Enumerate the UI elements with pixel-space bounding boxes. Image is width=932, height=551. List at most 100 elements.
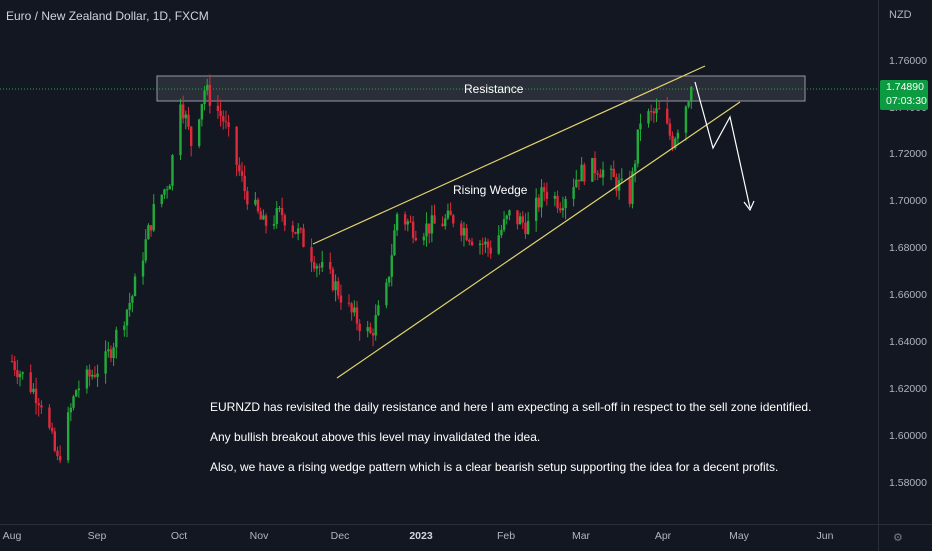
candle-body-69: [264, 215, 268, 226]
candle-body-54: [208, 84, 212, 106]
candle-body-1: [13, 361, 16, 371]
candle-body-40: [160, 194, 163, 205]
candle-body-159: [601, 169, 605, 178]
candle-body-122: [465, 228, 468, 241]
candle-body-158: [599, 174, 602, 178]
candle-body-87: [334, 281, 337, 291]
y-tick: 1.60000: [889, 430, 927, 442]
x-tick: 2023: [409, 530, 433, 542]
candle-body-65: [254, 199, 257, 205]
price-axis[interactable]: [878, 0, 932, 524]
bar-countdown: 07:03:30: [886, 95, 927, 107]
candle-body-106: [406, 221, 410, 225]
candle-body-101: [387, 276, 391, 283]
settings-icon[interactable]: ⚙: [878, 524, 932, 551]
candle-body-55: [216, 105, 220, 111]
candle-body-15: [66, 412, 70, 461]
candle-body-64: [246, 191, 249, 205]
candle-body-24: [96, 373, 99, 377]
x-tick: Jun: [816, 530, 834, 542]
y-tick: 1.72000: [889, 148, 927, 160]
candle-body-72: [278, 208, 281, 210]
candle-body-9: [40, 405, 43, 408]
rising-wedge-label: Rising Wedge: [453, 183, 528, 197]
candle-body-181: [687, 101, 690, 107]
candle-body-76: [294, 232, 297, 234]
candle-body-128: [486, 241, 490, 248]
candle-body-148: [561, 208, 565, 211]
resistance-label: Resistance: [464, 82, 524, 96]
candle-body-88: [337, 281, 340, 296]
candle-body-45: [179, 104, 182, 156]
analysis-note-1: EURNZD has revisited the daily resistanc…: [210, 400, 812, 414]
candle-body-131: [500, 229, 503, 236]
candle-body-120: [460, 223, 463, 236]
candle-body-11: [50, 427, 54, 432]
time-axis[interactable]: [0, 524, 878, 551]
candle-body-144: [545, 191, 549, 199]
candle-body-123: [468, 240, 471, 242]
candle-body-37: [147, 225, 150, 240]
candle-body-102: [390, 255, 393, 277]
candle-body-98: [374, 315, 377, 336]
analysis-note-2: Any bullish breakout above this level ma…: [210, 430, 541, 444]
x-tick: Apr: [654, 530, 672, 542]
candle-body-152: [577, 179, 581, 182]
candle-body-42: [165, 189, 169, 191]
candle-body-134: [508, 210, 511, 216]
x-tick: Nov: [249, 530, 269, 542]
candle-body-47: [184, 114, 188, 119]
candle-body-179: [676, 132, 680, 139]
chart-title: Euro / New Zealand Dollar, 1D, FXCM: [6, 9, 209, 23]
candle-body-52: [203, 90, 206, 105]
candle-body-28: [112, 347, 115, 359]
candle-body-150: [572, 187, 575, 199]
candle-body-34: [133, 276, 137, 297]
candle-body-162: [615, 177, 618, 191]
candle-body-111: [425, 223, 428, 237]
candle-body-23: [93, 374, 97, 377]
y-tick: 1.68000: [889, 242, 927, 254]
candle-body-93: [355, 307, 359, 324]
candle-body-66: [256, 199, 260, 212]
candle-body-53: [206, 84, 209, 91]
candle-body-139: [526, 220, 530, 234]
candle-body-175: [666, 108, 669, 124]
candle-body-41: [163, 189, 166, 195]
candle-body-16: [69, 407, 73, 413]
candle-body-3: [18, 373, 22, 378]
candle-body-115: [441, 223, 444, 227]
candle-body-96: [369, 327, 372, 333]
candle-body-35: [141, 260, 145, 277]
candle-body-29: [115, 329, 118, 348]
candle-body-125: [478, 243, 482, 246]
candle-body-6: [32, 388, 35, 393]
candle-body-136: [518, 216, 522, 225]
candle-body-153: [580, 164, 583, 182]
candle-body-74: [283, 215, 286, 226]
candle-body-155: [591, 157, 594, 182]
candle-body-22: [91, 374, 94, 377]
candle-body-61: [238, 164, 241, 172]
candle-body-177: [671, 135, 674, 149]
y-tick: 1.62000: [889, 383, 927, 395]
candle-body-103: [393, 230, 396, 256]
candle-body-30: [123, 325, 126, 330]
candle-body-13: [56, 450, 59, 457]
candle-body-164: [620, 178, 623, 181]
candle-body-89: [339, 295, 343, 303]
candle-body-138: [524, 222, 527, 234]
candle-body-104: [395, 214, 399, 231]
candle-body-0: [10, 361, 14, 363]
candle-body-68: [262, 215, 265, 220]
projection-arrow-path: [694, 81, 751, 209]
candle-body-129: [489, 247, 492, 254]
candle-body-48: [187, 114, 190, 127]
candle-body-95: [366, 327, 369, 332]
candle-body-180: [684, 106, 688, 133]
candle-body-63: [243, 175, 246, 192]
candle-body-166: [631, 171, 634, 204]
candle-body-132: [502, 219, 506, 230]
candle-body-160: [609, 168, 613, 170]
